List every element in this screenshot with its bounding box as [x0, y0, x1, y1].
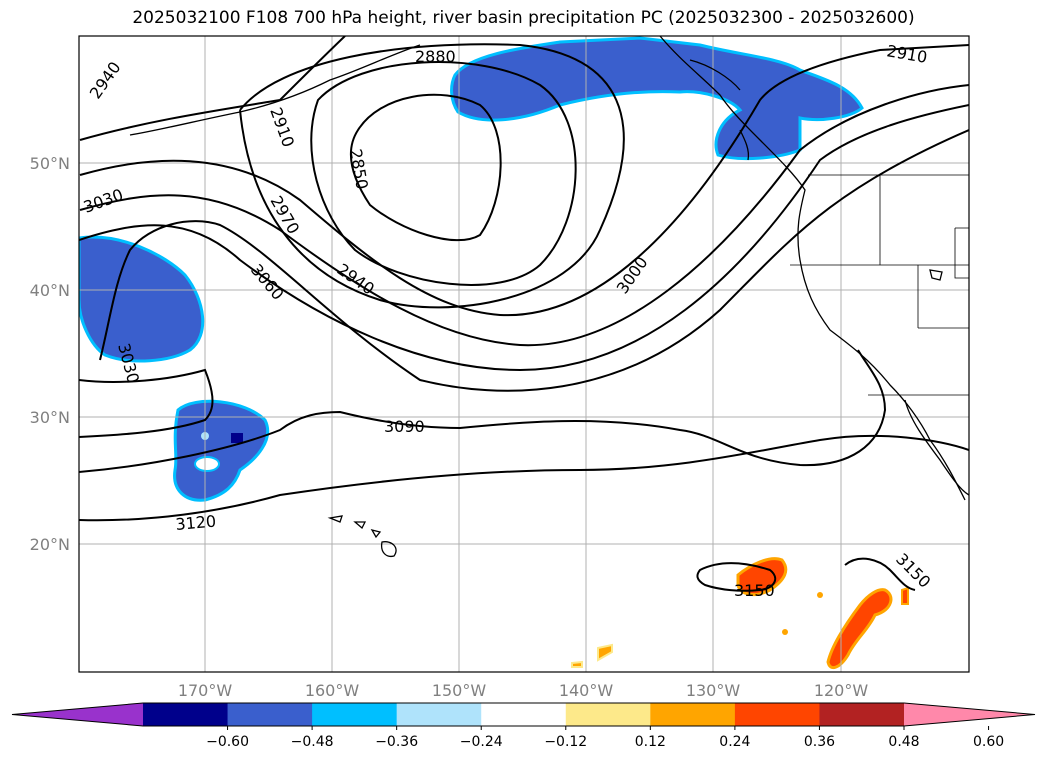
colorbar-swatch — [819, 703, 905, 726]
colorbar-swatch — [734, 703, 820, 726]
colorbar-swatch — [650, 703, 736, 726]
colorbar-swatch — [565, 703, 651, 726]
colorbar-tick-label: −0.36 — [375, 734, 418, 750]
political-borders — [790, 174, 969, 396]
contour-label: 2910 — [266, 105, 298, 150]
plot-frame — [78, 35, 970, 673]
contour-label: 3150 — [734, 581, 775, 600]
colorbar-tick-label: −0.24 — [460, 734, 503, 750]
lon-label: 150°W — [432, 681, 487, 700]
colorbar-tick-label: 0.48 — [888, 734, 919, 750]
contour-label: 2880 — [415, 47, 456, 66]
colorbar-tick-label: 0.24 — [719, 734, 750, 750]
lat-label: 30°N — [30, 408, 70, 427]
lon-label: 160°W — [305, 681, 360, 700]
colorbar-swatch — [312, 703, 398, 726]
contour-label: 3150 — [892, 549, 934, 591]
contour-label: 3030 — [81, 185, 126, 217]
contour-label: 3090 — [384, 417, 425, 436]
colorbar-tick-label: 0.36 — [804, 734, 835, 750]
contour-label: 3120 — [175, 512, 217, 534]
colorbar-swatch — [227, 703, 313, 726]
graticule — [79, 36, 969, 672]
colorbar: −0.60 −0.48 −0.36 −0.24 −0.12 0.12 0.24 0.36 0.4… — [11, 702, 1036, 750]
contour-labels: 2940 2880 2910 2910 2850 3030 2970 3060 … — [81, 41, 935, 600]
lon-label: 140°W — [559, 681, 614, 700]
colorbar-extend-high — [904, 703, 1035, 726]
colorbar-swatch — [481, 703, 567, 726]
colorbar-tick-label: −0.48 — [291, 734, 334, 750]
colorbar-extend-low — [12, 703, 143, 726]
lon-label: 120°W — [814, 681, 869, 700]
negative-precip-areas — [79, 36, 864, 502]
lat-label: 50°N — [30, 154, 70, 173]
colorbar-swatch — [396, 703, 482, 726]
lat-label: 20°N — [30, 535, 70, 554]
longitude-labels: 170°W 160°W 150°W 140°W 130°W 120°W — [178, 681, 869, 700]
contour-label: 2940 — [86, 58, 125, 102]
map-plot-area: 2940 2880 2910 2910 2850 3030 2970 3060 … — [79, 36, 969, 672]
contour-label: 2850 — [346, 147, 372, 190]
lat-label: 40°N — [30, 281, 70, 300]
map-title: 2025032100 F108 700 hPa height, river ba… — [132, 8, 915, 28]
colorbar-tick-label: −0.12 — [544, 734, 587, 750]
colorbar-outline — [11, 702, 1036, 727]
colorbar-tick-label: −0.60 — [206, 734, 249, 750]
positive-precip-areas — [571, 557, 909, 670]
colorbar-tick-label: 0.12 — [635, 734, 666, 750]
contour-label: 3000 — [613, 253, 652, 297]
colorbar-swatch — [143, 703, 229, 726]
lon-label: 170°W — [178, 681, 233, 700]
contour-label: 2910 — [885, 41, 928, 67]
lon-label: 130°W — [686, 681, 741, 700]
contour-label: 3060 — [247, 260, 288, 303]
height-contours — [79, 36, 969, 592]
latitude-labels: 50°N 40°N 30°N 20°N — [30, 154, 70, 554]
colorbar-tick-label: 0.60 — [973, 734, 1004, 750]
